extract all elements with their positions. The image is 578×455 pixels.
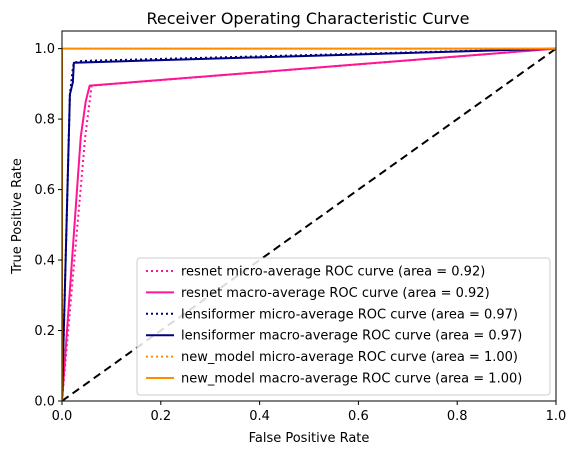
y-tick-label: 0.0: [34, 395, 55, 410]
x-tick-label: 0.8: [447, 409, 468, 424]
x-tick-label: 0.6: [348, 409, 369, 424]
legend-box: [136, 257, 551, 396]
y-tick-label: 1.0: [34, 42, 55, 57]
legend-label-2: resnet macro-average ROC curve (area = 0…: [181, 286, 490, 301]
legend-label-5: new_model micro-average ROC curve (area …: [181, 350, 518, 365]
roc-series-line-1: [62, 47, 556, 401]
roc-series-line-6: [62, 47, 556, 401]
y-tick-label: 0.6: [34, 183, 55, 198]
x-tick-label: 0.0: [52, 409, 73, 424]
y-tick-label: 0.4: [34, 254, 55, 269]
roc-series-line-4: [62, 47, 556, 401]
x-tick-label: 0.2: [150, 409, 171, 424]
legend: resnet micro-average ROC curve (area = 0…: [136, 257, 551, 396]
y-tick-label: 0.2: [34, 324, 55, 339]
chance-diagonal-line: [62, 47, 556, 401]
y-tick-label: 0.8: [34, 113, 55, 128]
legend-label-6: new_model macro-average ROC curve (area …: [181, 372, 522, 387]
x-tick-label: 0.4: [249, 409, 270, 424]
legend-label-1: resnet micro-average ROC curve (area = 0…: [181, 265, 485, 280]
legend-label-3: lensiformer micro-average ROC curve (are…: [181, 307, 518, 322]
legend-label-4: lensiformer macro-average ROC curve (are…: [181, 329, 522, 344]
y-axis-label: True Positive Rate: [10, 158, 25, 275]
roc-series-line-2: [62, 47, 556, 401]
chart-title: Receiver Operating Characteristic Curve: [147, 9, 470, 28]
x-tick-label: 1.0: [546, 409, 567, 424]
x-axis-label: False Positive Rate: [249, 431, 370, 446]
plot-frame: [61, 30, 557, 402]
